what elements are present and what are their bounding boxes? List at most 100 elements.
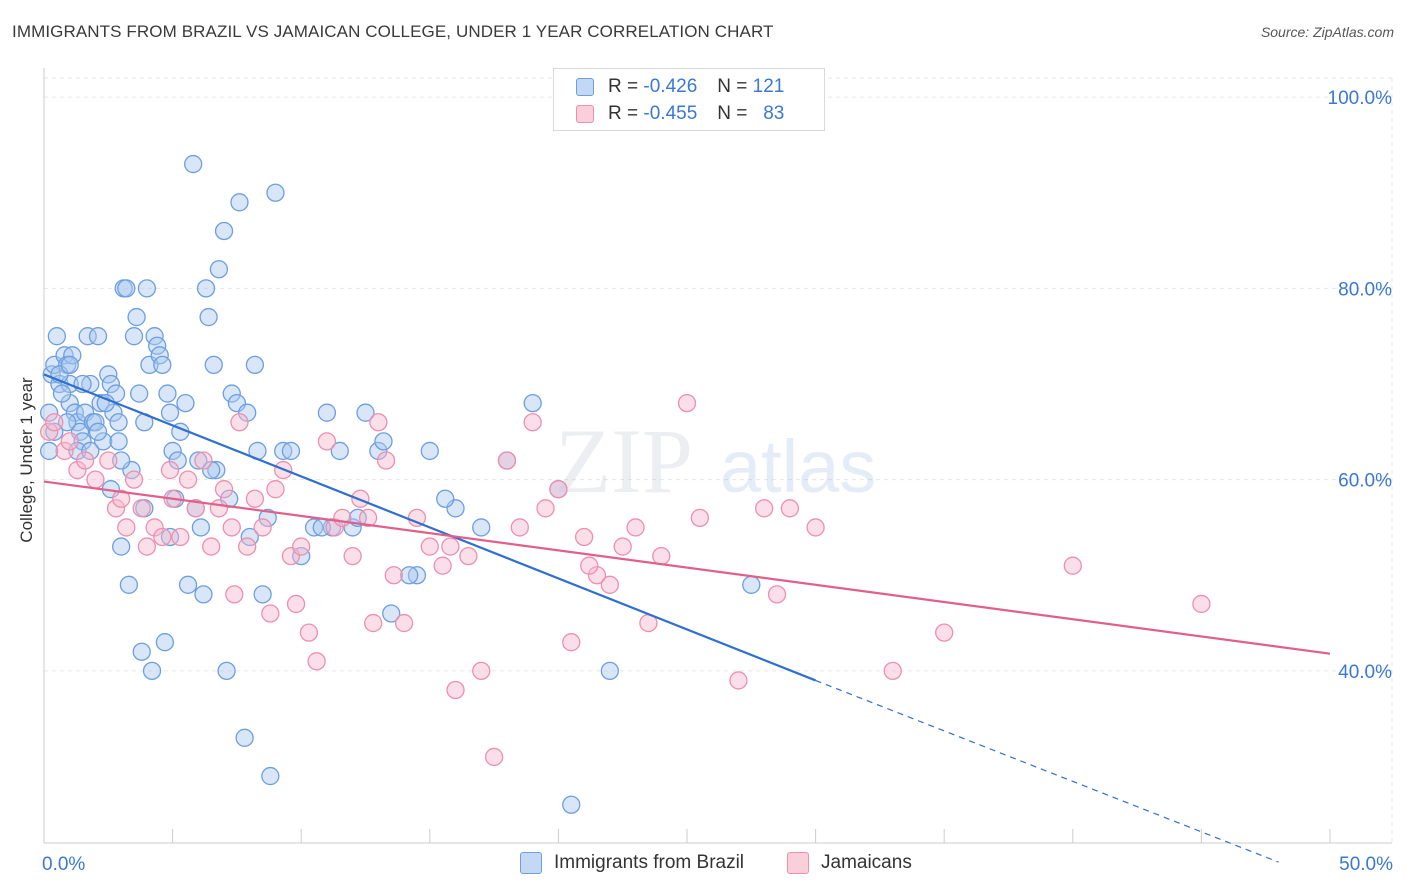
point-jamaicans (132, 499, 151, 518)
point-jamaicans (806, 518, 825, 537)
point-brazil (45, 422, 64, 441)
bottom-legend-label-brazil: Immigrants from Brazil (554, 852, 745, 873)
point-brazil (112, 451, 131, 470)
stats-legend: R = -0.426 N = 121 R = -0.455 N = 83 (553, 68, 825, 131)
point-jamaicans (286, 594, 306, 614)
point-jamaicans (574, 527, 594, 547)
point-jamaicans (325, 518, 344, 537)
point-jamaicans (562, 633, 581, 652)
point-jamaicans (1192, 594, 1211, 614)
point-jamaicans (230, 413, 249, 432)
point-jamaicans (613, 537, 632, 556)
point-brazil (142, 661, 162, 681)
point-brazil (238, 403, 257, 422)
legend-swatch-jamaicans (576, 105, 594, 123)
point-brazil (117, 279, 136, 298)
legend-n-value: 121 (752, 76, 785, 97)
point-jamaicans (376, 451, 396, 470)
point-brazil (160, 403, 180, 422)
point-jamaicans (384, 566, 403, 585)
point-jamaicans (253, 518, 272, 537)
point-jamaicans (497, 451, 517, 470)
point-jamaicans (626, 518, 645, 537)
point-jamaicans (364, 613, 383, 633)
point-brazil (68, 441, 87, 461)
point-jamaicans (690, 508, 710, 528)
point-jamaicans (369, 413, 388, 432)
point-brazil (47, 327, 67, 346)
point-jamaicans (76, 451, 95, 470)
point-brazil (317, 403, 337, 422)
point-brazil (81, 441, 100, 461)
point-brazil (78, 327, 97, 346)
point-jamaicans (186, 499, 205, 518)
point-brazil (39, 403, 59, 422)
point-brazil (245, 355, 265, 375)
point-jamaicans (266, 480, 285, 499)
legend-row-brazil: R = -0.426 N = 121 (576, 74, 784, 100)
bottom-legend-brazil: Immigrants from Brazil (520, 851, 744, 875)
point-jamaicans (536, 499, 555, 518)
point-jamaicans (343, 546, 362, 566)
point-jamaicans (106, 499, 126, 518)
trendline-brazil (43, 373, 817, 682)
point-jamaicans (261, 604, 280, 623)
point-jamaicans (394, 613, 414, 633)
point-jamaicans (225, 585, 244, 604)
point-jamaicans (68, 460, 87, 480)
point-jamaicans (472, 661, 491, 681)
point-jamaicans (358, 508, 378, 528)
point-brazil (199, 307, 218, 327)
point-brazil (217, 661, 236, 681)
point-brazil (176, 393, 195, 413)
point-brazil (39, 441, 59, 461)
point-jamaicans (160, 460, 180, 480)
point-jamaicans (45, 413, 64, 432)
point-jamaicans (652, 546, 671, 566)
legend-swatch-brazil (576, 78, 594, 96)
point-jamaicans (935, 623, 954, 642)
point-brazil (253, 585, 272, 604)
series-jamaicans (39, 393, 1211, 767)
point-brazil (119, 575, 139, 594)
legend-r-label: R = (608, 76, 639, 97)
point-jamaicans (883, 661, 902, 681)
point-brazil (292, 546, 311, 566)
point-jamaicans (767, 585, 787, 604)
bottom-legend-swatch-jamaicans (787, 852, 809, 874)
tick-labels: 40.0% 60.0% 80.0% 100.0% 0.0% 50.0% (42, 88, 1393, 875)
point-brazil (382, 604, 401, 623)
point-jamaicans (1063, 556, 1082, 575)
point-brazil (127, 307, 146, 327)
point-jamaicans (292, 537, 311, 556)
point-brazil (88, 327, 108, 346)
point-brazil (168, 451, 187, 470)
point-jamaicans (112, 489, 131, 508)
trendlines (43, 373, 1331, 863)
point-brazil (274, 441, 293, 461)
point-brazil (436, 489, 455, 508)
point-jamaicans (117, 518, 136, 537)
point-jamaicans (137, 537, 157, 556)
point-jamaicans (587, 566, 607, 585)
bottom-legend-swatch-brazil (520, 852, 542, 874)
point-brazil (132, 642, 151, 661)
point-brazil (400, 566, 419, 585)
y-tick-label: 40.0% (1338, 662, 1392, 683)
y-tick-label: 80.0% (1338, 279, 1392, 300)
point-brazil (163, 441, 182, 461)
point-jamaicans (446, 680, 465, 700)
x-tick-label: 0.0% (42, 854, 85, 875)
point-brazil (369, 441, 388, 461)
legend-n-label: N = (717, 76, 748, 97)
point-brazil (222, 384, 241, 403)
point-jamaicans (222, 518, 241, 537)
point-brazil (160, 527, 180, 547)
watermark-atlas: atlas (720, 425, 876, 508)
point-jamaicans (124, 470, 144, 489)
point-brazil (153, 355, 172, 375)
legend-n-value: 83 (763, 103, 785, 124)
point-jamaicans (420, 537, 439, 556)
point-jamaicans (510, 518, 529, 537)
point-brazil (258, 508, 277, 528)
